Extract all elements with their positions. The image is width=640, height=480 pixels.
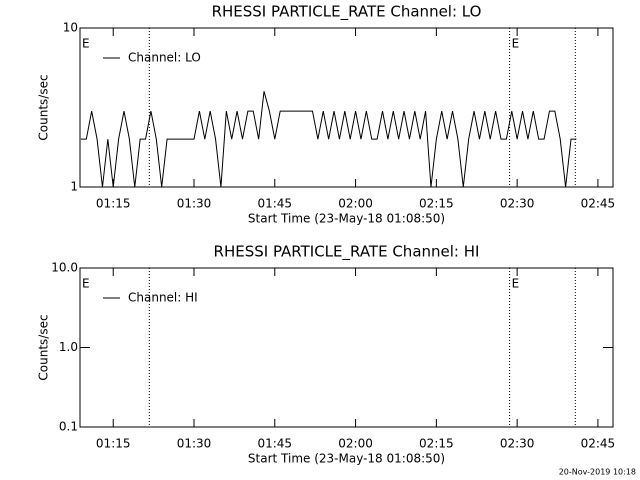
y-axis-label: Counts/sec xyxy=(37,74,51,140)
event-marker: E xyxy=(82,37,90,51)
x-axis-label: Start Time (23-May-18 01:08:50) xyxy=(248,452,445,466)
x-tick-label: 01:30 xyxy=(177,197,212,211)
event-marker: E xyxy=(82,277,90,291)
y-tick-label: 10 xyxy=(63,21,78,35)
x-tick-label: 01:45 xyxy=(257,437,292,451)
y-tick-label: 1.0 xyxy=(59,340,78,354)
plot-frame xyxy=(79,27,614,188)
x-tick-label: 02:15 xyxy=(419,437,454,451)
x-tick-label: 01:30 xyxy=(177,437,212,451)
chart-title: RHESSI PARTICLE_RATE Channel: LO xyxy=(212,3,482,22)
x-axis-label: Start Time (23-May-18 01:08:50) xyxy=(248,212,445,226)
x-tick-label: 02:00 xyxy=(338,197,373,211)
legend-label: Channel: HI xyxy=(128,291,198,305)
x-tick-label: 02:15 xyxy=(419,197,454,211)
x-tick-label: 01:45 xyxy=(257,197,292,211)
legend-label: Channel: LO xyxy=(128,51,201,65)
data-line xyxy=(80,91,577,188)
y-tick-label: 1 xyxy=(70,180,78,194)
x-tick-label: 01:15 xyxy=(96,437,131,451)
x-tick-label: 02:45 xyxy=(581,197,616,211)
y-tick-label: 10.0 xyxy=(51,261,78,275)
chart-title: RHESSI PARTICLE_RATE Channel: HI xyxy=(214,243,480,262)
footer: 20-Nov-2019 10:18 xyxy=(559,468,636,477)
x-tick-label: 02:30 xyxy=(500,197,535,211)
event-marker: E xyxy=(512,277,520,291)
x-tick-label: 02:45 xyxy=(581,437,616,451)
event-marker: E xyxy=(512,37,520,51)
y-tick-label: 0.1 xyxy=(59,420,78,434)
x-tick-label: 01:15 xyxy=(96,197,131,211)
y-axis-label: Counts/sec xyxy=(37,314,51,380)
x-tick-label: 02:30 xyxy=(500,437,535,451)
x-tick-label: 02:00 xyxy=(338,437,373,451)
